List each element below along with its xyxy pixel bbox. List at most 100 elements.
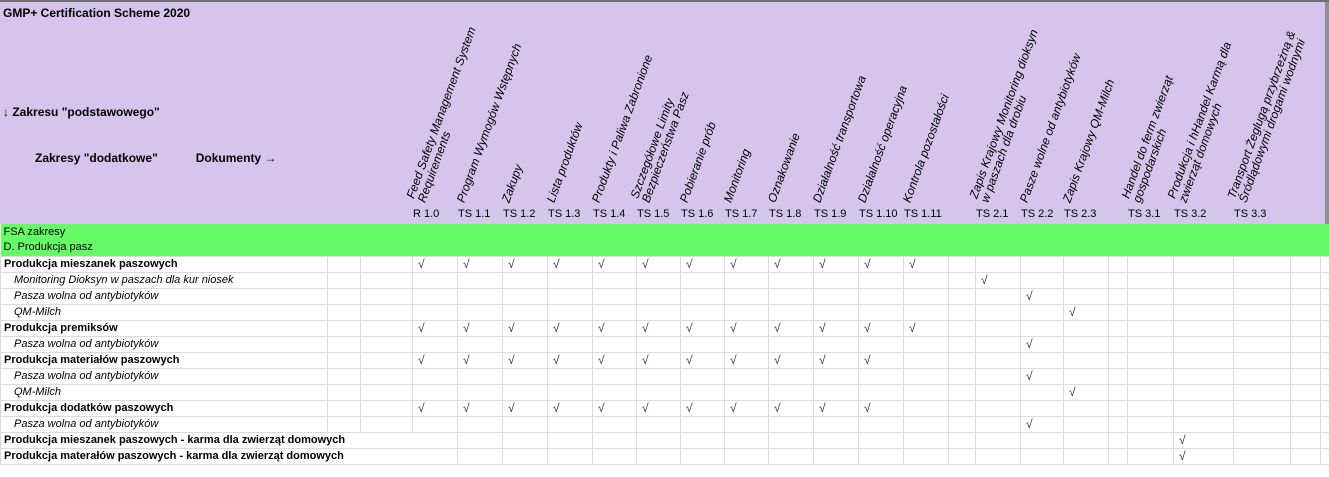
spacer-cell[interactable] (327, 287, 361, 305)
matrix-cell[interactable] (680, 271, 725, 289)
matrix-cell[interactable] (975, 255, 1021, 273)
row-label[interactable]: Produkcja premiksów (0, 319, 328, 337)
matrix-cell[interactable]: √ (813, 319, 859, 337)
matrix-cell[interactable]: √ (813, 399, 859, 417)
matrix-cell[interactable] (1233, 335, 1291, 353)
matrix-cell[interactable] (412, 287, 458, 305)
row-label[interactable]: Produkcja mieszanek paszowych (0, 255, 328, 273)
matrix-cell[interactable] (1127, 335, 1174, 353)
spacer-cell[interactable] (1290, 431, 1321, 449)
matrix-cell[interactable]: √ (502, 399, 548, 417)
spacer-cell[interactable] (1290, 415, 1321, 433)
matrix-cell[interactable] (457, 447, 503, 465)
matrix-cell[interactable] (636, 367, 681, 385)
spacer-cell[interactable] (1290, 335, 1321, 353)
matrix-cell[interactable] (858, 335, 904, 353)
matrix-cell[interactable] (1020, 399, 1064, 417)
matrix-cell[interactable] (412, 271, 458, 289)
spacer-cell[interactable] (1319, 399, 1329, 417)
section-row[interactable]: FSA zakresy (0, 224, 1329, 240)
matrix-cell[interactable] (724, 271, 769, 289)
matrix-cell[interactable] (1020, 447, 1064, 465)
matrix-cell[interactable] (858, 271, 904, 289)
matrix-cell[interactable] (1063, 255, 1109, 273)
matrix-cell[interactable]: √ (768, 399, 814, 417)
row-label[interactable]: Pasza wolna od antybiotyków (0, 335, 328, 353)
matrix-cell[interactable] (547, 383, 593, 401)
spacer-cell[interactable] (327, 303, 361, 321)
matrix-cell[interactable] (858, 431, 904, 449)
matrix-cell[interactable] (768, 271, 814, 289)
spacer-cell[interactable] (1108, 447, 1128, 465)
matrix-cell[interactable] (636, 335, 681, 353)
matrix-cell[interactable] (1127, 271, 1174, 289)
spacer-cell[interactable] (1108, 319, 1128, 337)
spacer-cell[interactable] (948, 303, 976, 321)
matrix-cell[interactable]: √ (903, 319, 949, 337)
spacer-cell[interactable] (1290, 303, 1321, 321)
column-code[interactable]: TS 1.8 (769, 208, 802, 220)
spacer-cell[interactable] (948, 447, 976, 465)
matrix-cell[interactable] (1233, 447, 1291, 465)
column-header[interactable]: Kontrola pozostałości (899, 92, 952, 205)
spacer-cell[interactable] (1319, 415, 1329, 433)
matrix-cell[interactable] (502, 415, 548, 433)
matrix-cell[interactable] (813, 367, 859, 385)
matrix-cell[interactable] (502, 303, 548, 321)
spacer-cell[interactable] (1290, 447, 1321, 465)
matrix-cell[interactable] (680, 447, 725, 465)
matrix-cell[interactable] (813, 383, 859, 401)
matrix-cell[interactable] (903, 415, 949, 433)
matrix-cell[interactable] (975, 303, 1021, 321)
matrix-cell[interactable] (680, 287, 725, 305)
column-code[interactable]: TS 3.2 (1174, 208, 1207, 220)
matrix-cell[interactable] (975, 383, 1021, 401)
matrix-cell[interactable] (592, 335, 637, 353)
matrix-cell[interactable] (547, 447, 593, 465)
matrix-cell[interactable] (858, 367, 904, 385)
spacer-cell[interactable] (948, 335, 976, 353)
matrix-cell[interactable] (592, 271, 637, 289)
matrix-cell[interactable] (975, 319, 1021, 337)
column-header[interactable]: Oznakowanie (764, 131, 803, 205)
spacer-cell[interactable] (1108, 255, 1128, 273)
matrix-cell[interactable] (813, 271, 859, 289)
matrix-cell[interactable] (1127, 383, 1174, 401)
matrix-cell[interactable]: √ (592, 351, 637, 369)
matrix-cell[interactable] (975, 431, 1021, 449)
matrix-cell[interactable] (858, 415, 904, 433)
matrix-cell[interactable] (1127, 399, 1174, 417)
matrix-cell[interactable]: √ (636, 319, 681, 337)
matrix-cell[interactable] (1173, 335, 1234, 353)
spacer-cell[interactable] (948, 415, 976, 433)
matrix-cell[interactable] (768, 447, 814, 465)
matrix-cell[interactable] (975, 351, 1021, 369)
matrix-cell[interactable] (813, 415, 859, 433)
matrix-cell[interactable] (1127, 319, 1174, 337)
matrix-cell[interactable] (1063, 415, 1109, 433)
matrix-cell[interactable] (547, 415, 593, 433)
spacer-cell[interactable] (360, 367, 413, 385)
matrix-cell[interactable] (1020, 319, 1064, 337)
matrix-cell[interactable] (1173, 271, 1234, 289)
matrix-cell[interactable] (412, 415, 458, 433)
row-label[interactable]: Produkcja materałów paszowych - karma dl… (0, 447, 458, 465)
matrix-cell[interactable] (813, 303, 859, 321)
matrix-cell[interactable] (457, 415, 503, 433)
matrix-cell[interactable]: √ (724, 399, 769, 417)
matrix-cell[interactable] (1233, 319, 1291, 337)
matrix-cell[interactable] (768, 431, 814, 449)
spacer-cell[interactable] (1108, 287, 1128, 305)
matrix-cell[interactable]: √ (636, 351, 681, 369)
matrix-cell[interactable] (592, 287, 637, 305)
row-label[interactable]: Produkcja mieszanek paszowych - karma dl… (0, 431, 458, 449)
matrix-cell[interactable] (412, 335, 458, 353)
matrix-cell[interactable] (724, 415, 769, 433)
matrix-cell[interactable] (1020, 431, 1064, 449)
matrix-cell[interactable] (636, 383, 681, 401)
spacer-cell[interactable] (360, 255, 413, 273)
spacer-cell[interactable] (327, 415, 361, 433)
spacer-cell[interactable] (1290, 255, 1321, 273)
column-code[interactable]: TS 1.5 (637, 208, 670, 220)
matrix-cell[interactable] (1020, 255, 1064, 273)
